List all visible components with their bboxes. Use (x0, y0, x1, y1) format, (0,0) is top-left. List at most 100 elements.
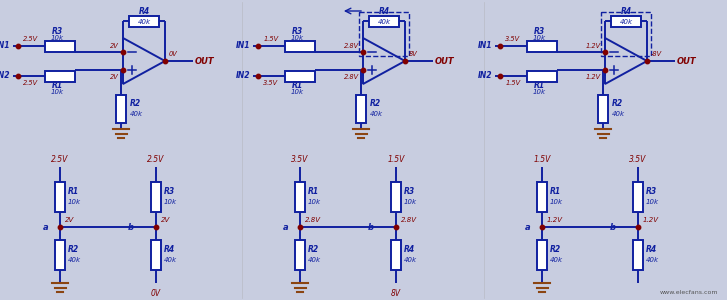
Text: IN2: IN2 (0, 71, 10, 80)
Text: 1.5V: 1.5V (534, 155, 550, 164)
Text: R3: R3 (646, 188, 657, 196)
Text: 2V: 2V (111, 43, 119, 49)
Bar (369, 16, 399, 26)
Text: 2.5V: 2.5V (23, 36, 39, 42)
Bar (527, 70, 557, 82)
Bar (55, 182, 65, 212)
Text: R3: R3 (404, 188, 415, 196)
Text: 2V: 2V (65, 217, 74, 223)
Text: R2: R2 (370, 100, 381, 109)
Text: R4: R4 (620, 8, 632, 16)
Text: b: b (128, 223, 134, 232)
Text: R4: R4 (404, 245, 415, 254)
Bar (359, 12, 409, 56)
Text: 10k: 10k (291, 89, 303, 95)
Text: R4: R4 (138, 8, 150, 16)
Text: 2.8V: 2.8V (344, 43, 359, 49)
Text: 2.5V: 2.5V (23, 80, 39, 86)
Bar (285, 40, 315, 52)
Text: OUT: OUT (435, 56, 454, 65)
Text: OUT: OUT (195, 56, 214, 65)
Text: OUT: OUT (677, 56, 696, 65)
Text: R2: R2 (130, 100, 141, 109)
Text: 40k: 40k (619, 19, 632, 25)
Bar (601, 12, 651, 56)
Text: -8V: -8V (651, 51, 662, 57)
Bar (537, 182, 547, 212)
Text: 2.5V: 2.5V (148, 155, 165, 164)
Bar (45, 40, 75, 52)
Text: 2.8V: 2.8V (344, 74, 359, 80)
Text: 8V: 8V (391, 289, 401, 298)
Text: 1.5V: 1.5V (263, 36, 278, 42)
Text: IN1: IN1 (0, 41, 10, 50)
Text: 3.5V: 3.5V (630, 155, 647, 164)
Text: 0V: 0V (151, 289, 161, 298)
Bar (391, 182, 401, 212)
Text: 10k: 10k (550, 199, 563, 205)
Text: R2: R2 (550, 245, 561, 254)
Text: 40k: 40k (68, 257, 81, 263)
Text: 40k: 40k (137, 19, 150, 25)
Text: IN1: IN1 (478, 41, 492, 50)
Text: 10k: 10k (68, 199, 81, 205)
Bar (527, 40, 557, 52)
Text: 10k: 10k (532, 89, 545, 95)
Text: 10k: 10k (291, 35, 303, 41)
Text: 10k: 10k (404, 199, 417, 205)
Text: R1: R1 (308, 188, 319, 196)
Text: a: a (282, 223, 288, 232)
Text: 8V: 8V (409, 51, 418, 57)
Text: R1: R1 (52, 80, 63, 89)
Bar (285, 70, 315, 82)
Bar (633, 240, 643, 270)
Text: IN2: IN2 (478, 71, 492, 80)
Text: 40k: 40k (646, 257, 659, 263)
Text: R3: R3 (292, 26, 302, 35)
Text: b: b (610, 223, 616, 232)
Text: 1.5V: 1.5V (505, 80, 521, 86)
Text: 10k: 10k (50, 35, 63, 41)
Text: R3: R3 (52, 26, 63, 35)
Text: 1.2V: 1.2V (586, 74, 601, 80)
Bar (55, 240, 65, 270)
Text: 10k: 10k (50, 89, 63, 95)
Bar (151, 240, 161, 270)
Text: R1: R1 (534, 80, 545, 89)
Text: 10k: 10k (532, 35, 545, 41)
Text: 3.5V: 3.5V (292, 155, 309, 164)
Bar (391, 240, 401, 270)
Bar (356, 95, 366, 123)
Text: b: b (368, 223, 374, 232)
Bar (537, 240, 547, 270)
Text: 40k: 40k (612, 111, 625, 117)
Text: a: a (42, 223, 48, 232)
Text: 40k: 40k (164, 257, 177, 263)
Text: 40k: 40k (370, 111, 383, 117)
Text: R4: R4 (646, 245, 657, 254)
Text: R2: R2 (68, 245, 79, 254)
Text: www.elecfans.com: www.elecfans.com (659, 290, 718, 295)
Bar (633, 182, 643, 212)
Text: 40k: 40k (550, 257, 563, 263)
Text: R3: R3 (534, 26, 545, 35)
Bar (295, 240, 305, 270)
Bar (45, 70, 75, 82)
Text: 40k: 40k (377, 19, 390, 25)
Text: 40k: 40k (404, 257, 417, 263)
Text: R2: R2 (308, 245, 319, 254)
Text: R1: R1 (68, 188, 79, 196)
Text: 2.8V: 2.8V (401, 217, 417, 223)
Text: 40k: 40k (308, 257, 321, 263)
Bar (129, 16, 159, 26)
Text: R4: R4 (164, 245, 175, 254)
Text: 2V: 2V (161, 217, 170, 223)
Text: R2: R2 (612, 100, 623, 109)
Text: 0V: 0V (169, 51, 177, 57)
Text: 2V: 2V (111, 74, 119, 80)
Text: IN2: IN2 (236, 71, 250, 80)
Text: 2.8V: 2.8V (305, 217, 321, 223)
Text: R4: R4 (379, 8, 390, 16)
Text: 1.2V: 1.2V (586, 43, 601, 49)
Text: R1: R1 (292, 80, 302, 89)
